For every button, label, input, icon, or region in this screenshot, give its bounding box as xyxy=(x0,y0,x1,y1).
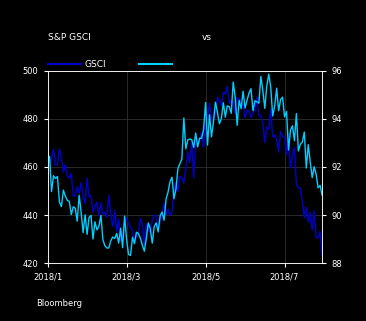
Text: vs: vs xyxy=(201,33,211,42)
Text: S&P GSCI: S&P GSCI xyxy=(48,33,90,42)
Text: Bloomberg: Bloomberg xyxy=(37,299,83,308)
Text: GSCI: GSCI xyxy=(84,60,106,69)
